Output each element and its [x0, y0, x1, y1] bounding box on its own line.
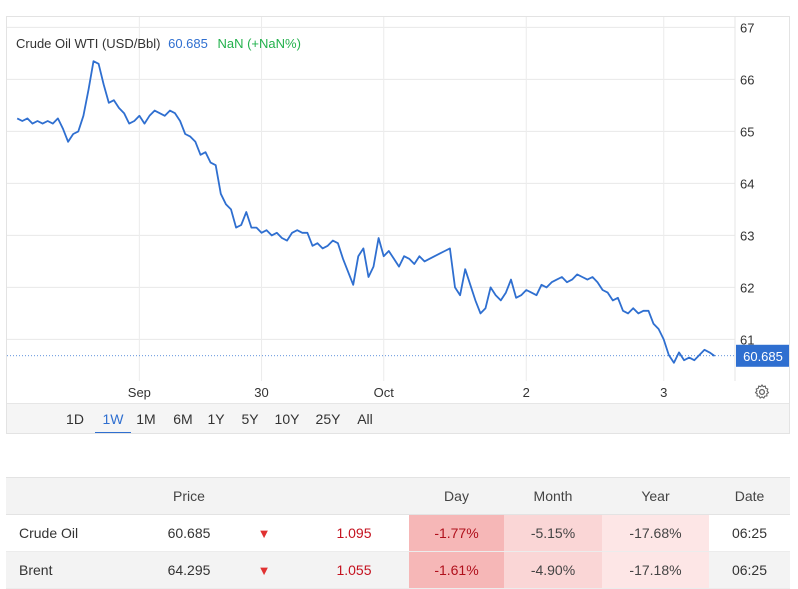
range-button-1y[interactable]: 1Y — [207, 411, 225, 427]
row-day: -1.77% — [409, 514, 504, 552]
range-button-10y[interactable]: 10Y — [274, 411, 300, 427]
y-tick-label: 66 — [740, 72, 754, 87]
last-price-tag — [736, 344, 789, 367]
range-button-5y[interactable]: 5Y — [241, 411, 259, 427]
y-tick-label: 65 — [740, 124, 754, 139]
price-chart[interactable]: 61 62 63 64 65 66 67 Sep 30 Oct 2 3 60.685 — [7, 17, 790, 434]
x-tick-label: 3 — [660, 385, 667, 400]
range-button-1w[interactable]: 1W — [95, 404, 131, 433]
header-day[interactable]: Day — [409, 477, 504, 515]
range-button-25y[interactable]: 25Y — [315, 411, 341, 427]
table-row[interactable]: Crude Oil 60.685 ▼ 1.095 -1.77% -5.15% -… — [6, 514, 790, 552]
x-tick-label: 30 — [254, 385, 268, 400]
row-price: 60.685 — [149, 514, 229, 552]
chart-legend: Crude Oil WTI (USD/Bbl) 60.685 NaN (+NaN… — [16, 36, 301, 51]
range-button-1d[interactable]: 1D — [66, 411, 84, 427]
header-date[interactable]: Date — [709, 477, 790, 515]
range-button-1m[interactable]: 1M — [136, 411, 156, 427]
header-price[interactable]: Price — [149, 477, 229, 515]
y-tick-label: 62 — [740, 280, 754, 295]
y-tick-label: 61 — [740, 332, 754, 347]
gear-icon[interactable] — [753, 383, 771, 401]
range-button-all[interactable]: All — [357, 411, 373, 427]
table-header-row: Price Day Month Year Date — [6, 477, 790, 515]
y-tick-label: 63 — [740, 228, 754, 243]
quote-table: Price Day Month Year Date Crude Oil 60.6… — [6, 477, 790, 589]
x-tick-label: Oct — [374, 385, 395, 400]
price-series-line[interactable] — [16, 60, 716, 364]
chart-panel: 61 62 63 64 65 66 67 Sep 30 Oct 2 3 60.685 Crude Oil… — [6, 16, 790, 434]
last-price-tag-label: 60.685 — [743, 349, 783, 364]
price-change: NaN (+NaN%) — [217, 36, 301, 51]
row-change: 1.095 — [299, 514, 409, 552]
header-year[interactable]: Year — [602, 477, 709, 515]
y-tick-label: 67 — [740, 20, 754, 35]
down-arrow-icon: ▼ — [229, 514, 299, 552]
range-selector: 1D 1W 1M 6M 1Y 5Y 10Y 25Y All — [7, 403, 789, 433]
row-year: -17.68% — [602, 514, 709, 552]
header-change — [299, 477, 409, 515]
header-name — [6, 477, 149, 515]
header-arrow — [229, 477, 299, 515]
y-tick-label: 64 — [740, 176, 754, 191]
range-button-6m[interactable]: 6M — [173, 411, 193, 427]
last-price: 60.685 — [168, 36, 208, 51]
x-tick-label: Sep — [128, 385, 151, 400]
row-date: 06:25 — [709, 514, 790, 552]
instrument-name: Crude Oil WTI (USD/Bbl) — [16, 36, 161, 51]
header-month[interactable]: Month — [504, 477, 602, 515]
row-month: -5.15% — [504, 514, 602, 552]
row-name[interactable]: Crude Oil — [6, 514, 149, 552]
x-tick-label: 2 — [523, 385, 530, 400]
